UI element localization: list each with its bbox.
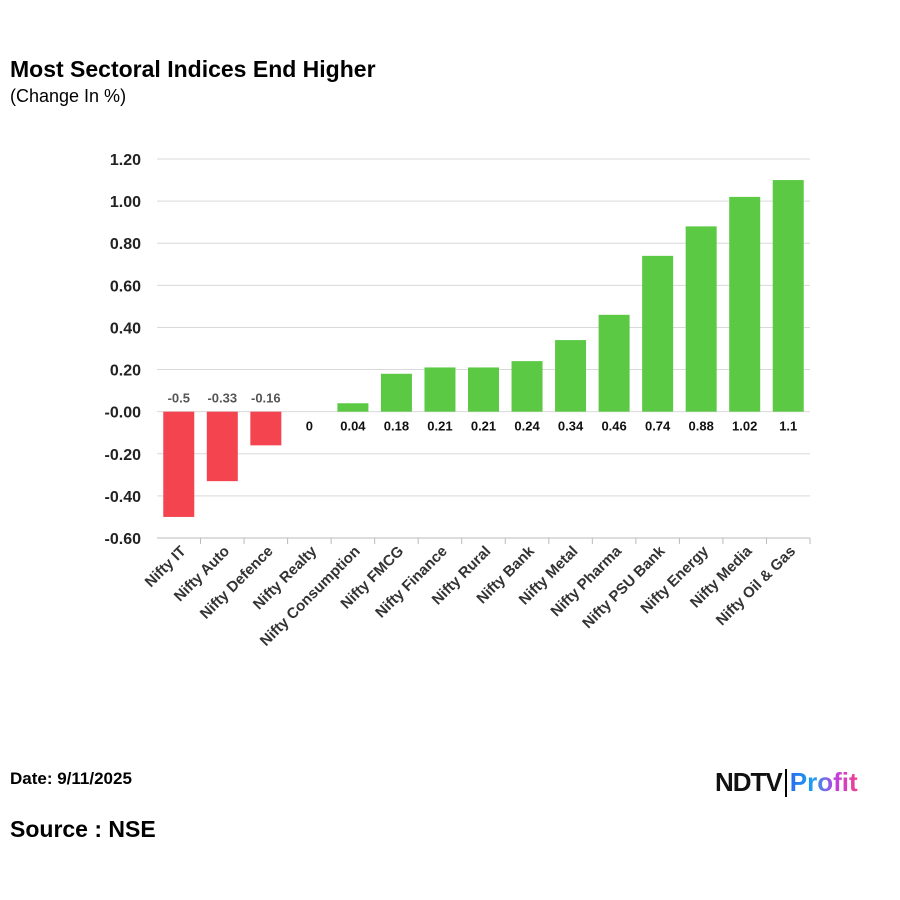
logo-divider [784, 768, 787, 797]
bar [380, 373, 412, 412]
chart-subtitle: (Change In %) [10, 86, 127, 106]
data-label: 0 [306, 419, 313, 434]
bar [511, 361, 543, 412]
data-label: 0.21 [427, 419, 452, 434]
y-tick-label: -0.00 [105, 405, 142, 422]
bar [642, 255, 674, 412]
bar [685, 226, 717, 412]
data-label: 0.24 [514, 419, 540, 434]
data-label: 0.34 [558, 419, 584, 434]
data-label: 0.74 [645, 419, 671, 434]
bar [555, 340, 587, 412]
chart-title: Most Sectoral Indices End Higher [10, 56, 376, 82]
data-label: 0.21 [471, 419, 496, 434]
bar [598, 314, 630, 412]
bar [163, 411, 195, 517]
y-tick-label: 1.20 [110, 152, 141, 169]
data-label: 1.1 [779, 419, 797, 434]
bar [206, 411, 238, 482]
bar [729, 196, 761, 412]
data-label: -0.16 [251, 391, 281, 406]
bar-chart: 1.20 1.00 0.80 0.60 0.40 0.20 -0.00 -0.20 -0.40 -… [105, 152, 811, 650]
x-tick-label: Nifty Oil & Gas [713, 543, 799, 629]
ndtv-profit-logo: NDTV Profit [715, 767, 858, 798]
data-label: -0.33 [207, 391, 237, 406]
date-label: Date: 9/11/2025 [10, 769, 132, 788]
y-tick-label: 0.60 [110, 278, 141, 295]
bar [772, 180, 804, 412]
data-label: 0.88 [689, 419, 714, 434]
data-label: 0.04 [340, 419, 366, 434]
data-label: 0.18 [384, 419, 409, 434]
data-label: -0.5 [168, 391, 190, 406]
y-tick-label: -0.40 [105, 489, 142, 506]
y-tick-label: -0.60 [105, 531, 142, 548]
bar [468, 367, 499, 412]
y-tick-label: 0.20 [110, 363, 141, 380]
bar [337, 403, 369, 412]
data-label: 1.02 [732, 419, 757, 434]
y-tick-label: -0.20 [105, 447, 142, 464]
bar [250, 411, 282, 446]
logo-ndtv: NDTV [715, 767, 783, 797]
y-tick-label: 0.40 [110, 320, 141, 337]
y-tick-label: 1.00 [110, 194, 141, 211]
y-tick-label: 0.80 [110, 236, 141, 253]
bar [424, 367, 456, 412]
source-label: Source : NSE [10, 816, 156, 842]
data-label: 0.46 [601, 419, 626, 434]
logo-profit: Profit [789, 767, 858, 797]
